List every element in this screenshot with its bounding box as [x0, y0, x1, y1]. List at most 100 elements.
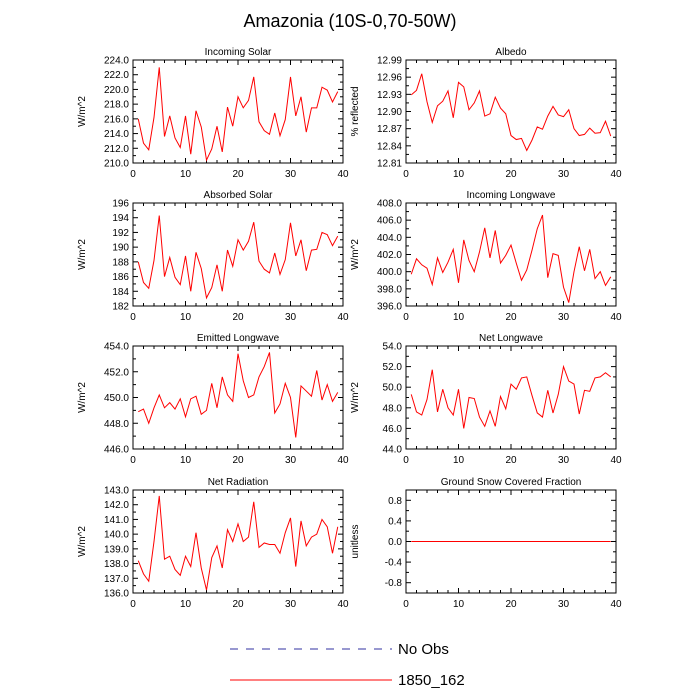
y-tick-label: 214.0: [104, 129, 129, 140]
x-tick-label: 20: [505, 455, 517, 466]
x-tick-label: 0: [130, 455, 136, 466]
x-tick-label: 30: [285, 599, 297, 610]
panel-title: Incoming Longwave: [467, 190, 556, 201]
x-tick-label: 30: [558, 169, 570, 180]
x-tick-label: 40: [337, 455, 349, 466]
x-tick-label: 10: [180, 599, 192, 610]
y-tick-label: 140.0: [104, 530, 129, 541]
legend-label-no-obs: No Obs: [398, 641, 449, 658]
panel-title: Ground Snow Covered Fraction: [441, 477, 582, 488]
y-tick-label: 136.0: [104, 589, 129, 600]
y-tick-label: 12.87: [377, 124, 402, 135]
y-tick-label: 137.0: [104, 574, 129, 585]
x-tick-label: 20: [505, 312, 517, 323]
series-line-1850-162: [137, 215, 339, 300]
plot-frame: [405, 59, 617, 164]
x-tick-label: 0: [403, 455, 409, 466]
panels: Incoming Solar W/m^2 0 10 20 30 40 224.0 222.0 22…: [77, 47, 622, 610]
x-tick-label: 20: [505, 169, 517, 180]
y-tick-label: 406.0: [377, 216, 402, 227]
y-tick-label: 139.0: [104, 544, 129, 555]
y-tick-label: 212.0: [104, 144, 129, 155]
x-tick-label: 0: [403, 599, 409, 610]
x-tick-label: 20: [232, 455, 244, 466]
y-tick-label: 222.0: [104, 70, 129, 81]
x-tick-label: 0: [403, 169, 409, 180]
panel-title: Net Radiation: [208, 477, 269, 488]
y-tick-label: 446.0: [104, 445, 129, 456]
y-tick-label: 54.0: [383, 342, 403, 353]
x-tick-label: 20: [232, 599, 244, 610]
y-tick-label: -0.4: [385, 558, 403, 569]
figure-title: Amazonia (10S-0,70-50W): [243, 11, 456, 31]
y-axis-label: % reflected: [350, 86, 361, 136]
x-tick-label: 10: [453, 312, 465, 323]
x-tick-label: 40: [610, 169, 622, 180]
plot-frame: [405, 345, 617, 450]
y-tick-label: 194: [112, 213, 129, 224]
y-tick-label: 448.0: [104, 419, 129, 430]
series-line-1850-162: [138, 352, 339, 438]
y-tick-label: 52.0: [383, 362, 403, 373]
panel-title: Incoming Solar: [205, 47, 272, 58]
x-tick-label: 10: [180, 455, 192, 466]
panel-absorbed-solar: Absorbed Solar W/m^2 0 10 20 30 40 196 194 192 190…: [77, 190, 349, 323]
panel-incoming-solar: Incoming Solar W/m^2 0 10 20 30 40 224.0 222.0 22…: [77, 47, 349, 180]
y-tick-label: 450.0: [104, 393, 129, 404]
y-tick-label: 184: [112, 287, 129, 298]
x-tick-label: 40: [610, 599, 622, 610]
y-tick-label: 402.0: [377, 250, 402, 261]
y-tick-label: 141.0: [104, 515, 129, 526]
panel-ground-snow-covered-fraction: Ground Snow Covered Fraction unitless 0 10 2…: [350, 477, 622, 610]
x-tick-label: 20: [232, 169, 244, 180]
y-tick-label: 44.0: [383, 445, 403, 456]
y-tick-label: 12.96: [377, 73, 402, 84]
x-tick-label: 10: [453, 455, 465, 466]
y-axis-label: W/m^2: [77, 96, 88, 127]
y-tick-label: 216.0: [104, 114, 129, 125]
x-tick-label: 30: [285, 312, 297, 323]
y-tick-label: 196: [112, 199, 129, 210]
series-line-1850-162: [137, 67, 339, 162]
legend: No Obs 1850_162: [230, 641, 465, 689]
x-tick-label: 30: [285, 169, 297, 180]
panel-emitted-longwave: Emitted Longwave W/m^2 0 10 20 30 40 454.0 452.0…: [77, 333, 349, 466]
y-axis-label: W/m^2: [350, 239, 361, 270]
x-tick-label: 40: [610, 455, 622, 466]
x-tick-label: 40: [337, 599, 349, 610]
y-tick-label: 46.0: [383, 424, 403, 435]
y-tick-label: 400.0: [377, 267, 402, 278]
panel-albedo: Albedo % reflected 0 10 20 30 40 12.99 12.96 12.9…: [350, 47, 622, 180]
y-tick-label: 12.84: [377, 141, 402, 152]
x-tick-label: 0: [403, 312, 409, 323]
y-tick-label: 0.4: [388, 516, 402, 527]
y-tick-label: 12.99: [377, 56, 402, 67]
y-tick-label: -0.8: [385, 578, 403, 589]
plot-frame: [132, 345, 344, 450]
y-tick-label: 188: [112, 257, 129, 268]
series-line-1850-162: [410, 364, 612, 429]
y-tick-label: 182: [112, 302, 129, 313]
x-tick-label: 10: [453, 169, 465, 180]
y-axis-label: W/m^2: [77, 239, 88, 270]
panel-incoming-longwave: Incoming Longwave W/m^2 0 10 20 30 40 408.0 406.…: [350, 190, 622, 323]
series-line-1850-162: [410, 214, 612, 303]
y-tick-label: 396.0: [377, 302, 402, 313]
y-tick-label: 192: [112, 228, 129, 239]
y-tick-label: 143.0: [104, 486, 129, 497]
panel-net-radiation: Net Radiation W/m^2 0 10 20 30 40 143.0 142.0 141…: [77, 477, 349, 610]
y-tick-label: 0.8: [388, 496, 402, 507]
x-tick-label: 20: [505, 599, 517, 610]
y-tick-label: 12.90: [377, 107, 402, 118]
y-axis-label: W/m^2: [77, 382, 88, 413]
y-tick-label: 224.0: [104, 56, 129, 67]
y-tick-label: 454.0: [104, 342, 129, 353]
x-tick-label: 10: [453, 599, 465, 610]
legend-label-1850-162: 1850_162: [398, 672, 465, 689]
y-tick-label: 190: [112, 243, 129, 254]
x-tick-label: 30: [558, 455, 570, 466]
series-line-1850-162: [410, 73, 612, 152]
x-tick-label: 40: [610, 312, 622, 323]
y-tick-label: 0.0: [388, 537, 402, 548]
